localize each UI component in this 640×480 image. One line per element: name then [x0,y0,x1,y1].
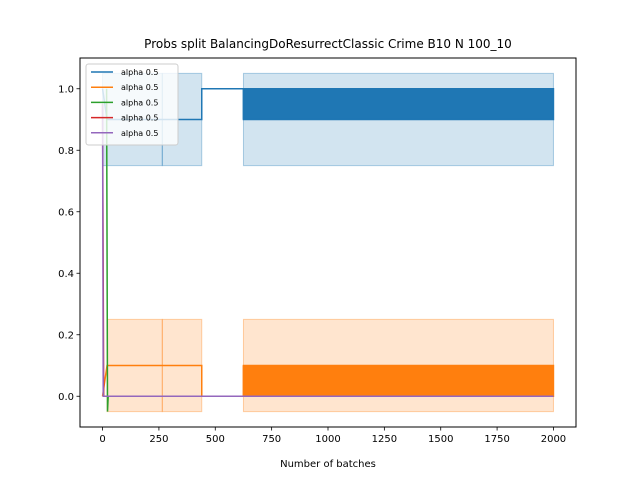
series-1-oscillation [242,88,555,121]
legend-label-4: alpha 0.5 [121,114,158,123]
y-tick-label: 0.4 [58,269,74,280]
y-tick-label: 0.6 [58,207,74,218]
x-tick-label: 250 [149,434,168,445]
legend-label-2: alpha 0.5 [121,83,158,92]
x-tick-label: 750 [262,434,281,445]
y-tick-label: 0.8 [58,146,74,157]
series-2-oscillation [242,364,555,397]
plot-lines [101,88,555,412]
legend-box [85,63,179,146]
x-tick-label: 0 [99,434,105,445]
x-tick-label: 1250 [372,434,397,445]
chart-title: Probs split BalancingDoResurrectClassic … [144,37,512,51]
x-tick-label: 500 [206,434,225,445]
x-tick-label: 1750 [484,434,509,445]
x-axis-ticks: 0 250 500 750 1000 1250 1500 1750 2000 [99,427,566,445]
y-tick-label: 0.2 [58,330,74,341]
legend-label-5: alpha 0.5 [121,129,158,138]
legend-label-1: alpha 0.5 [121,68,158,77]
legend: alpha 0.5 alpha 0.5 alpha 0.5 alpha 0.5 alph… [85,63,179,146]
x-tick-label: 1500 [428,434,453,445]
legend-label-3: alpha 0.5 [121,98,158,107]
x-tick-label: 1000 [315,434,340,445]
x-axis-label: Number of batches [280,459,376,470]
x-tick-label: 2000 [541,434,566,445]
y-axis-ticks: 0.0 0.2 0.4 0.6 0.8 1.0 [58,84,80,403]
series-5-line [101,104,554,397]
y-tick-label: 1.0 [58,84,74,95]
y-tick-label: 0.0 [58,392,74,403]
